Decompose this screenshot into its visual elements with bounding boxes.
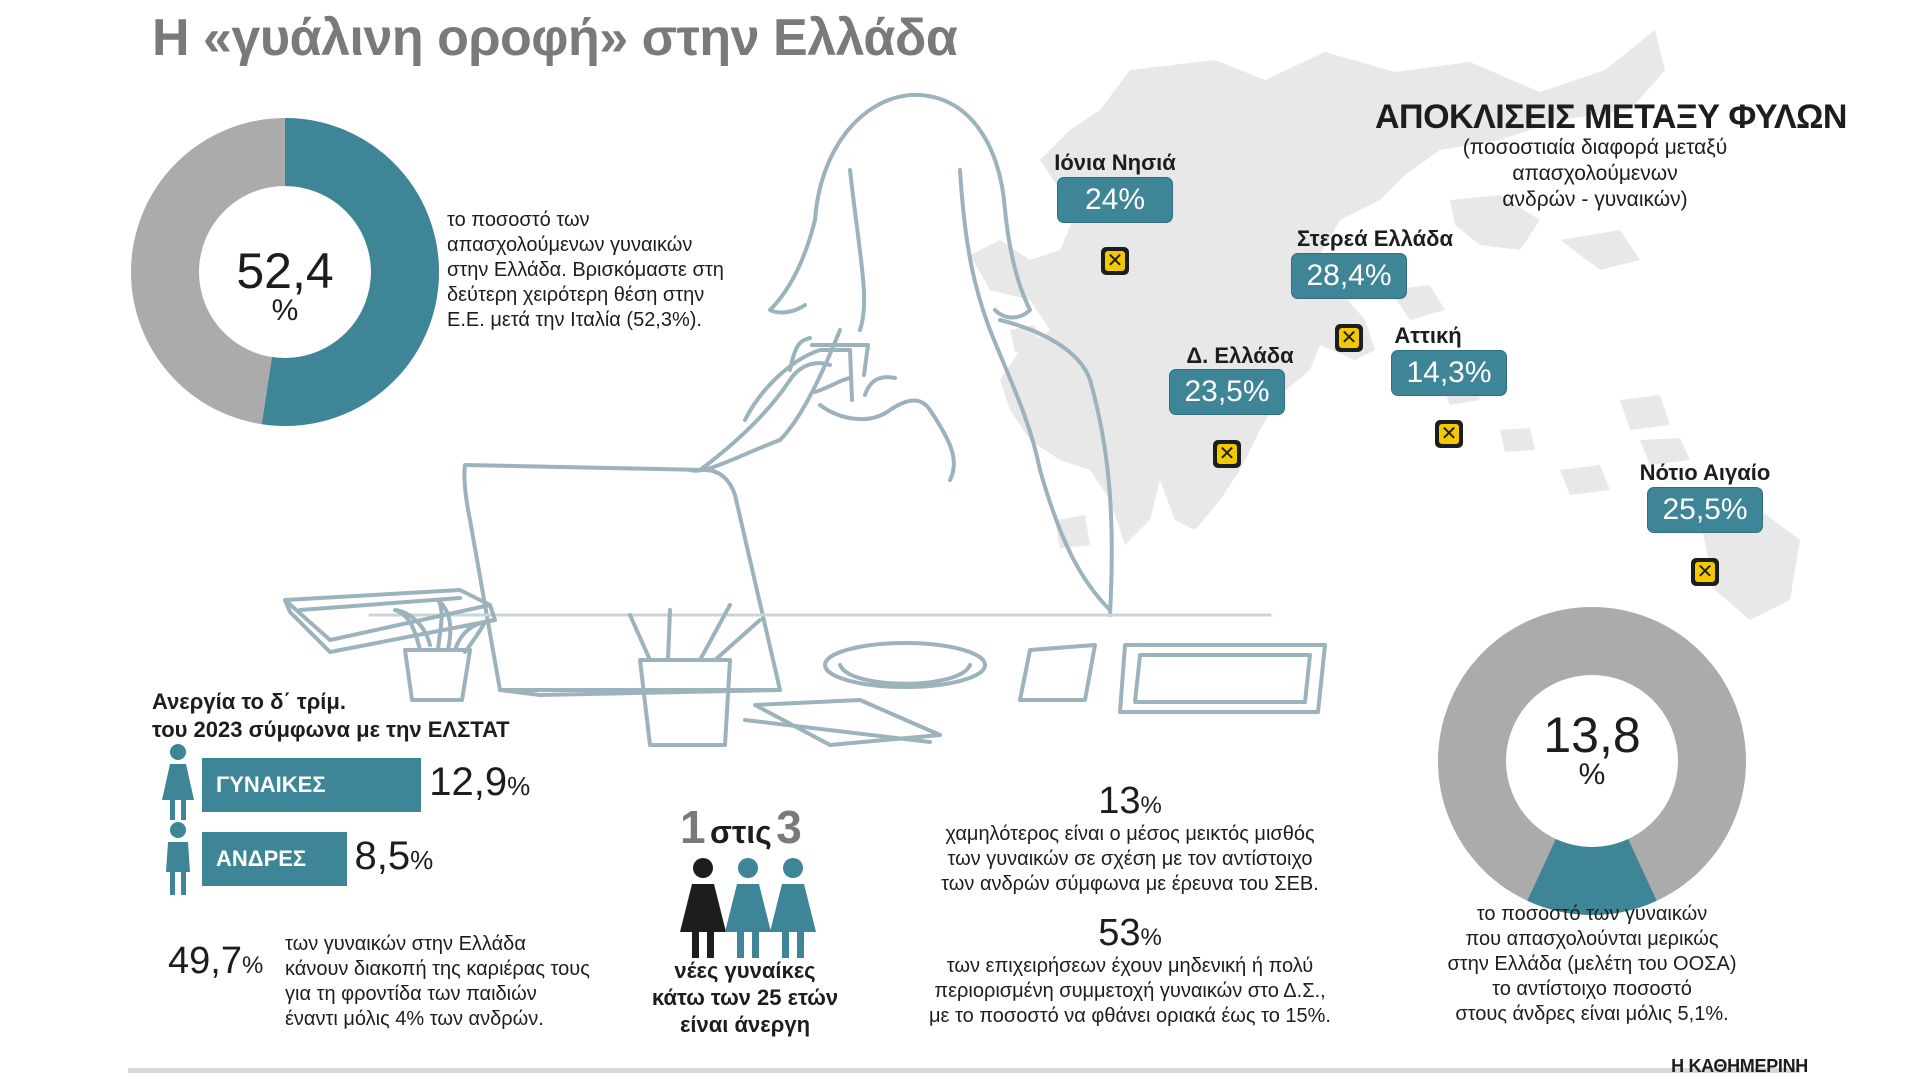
map-subtitle: (ποσοστιαία διαφορά μεταξύ απασχολούμενω… <box>1462 136 1728 211</box>
employment-value: 52,4 <box>236 243 334 299</box>
footer-divider <box>128 1068 1800 1073</box>
parttime-donut <box>1438 607 1746 915</box>
employment-donut <box>131 118 439 426</box>
employment-donut-slice <box>261 118 439 426</box>
women-unemployment-bar: ΓΥΝΑΙΚΕΣ <box>202 758 422 812</box>
young-unemployment-text: νέες γυναίκες κάτω των 25 ετών είναι άνε… <box>651 958 839 1037</box>
women-bar-label: ΓΥΝΑΙΚΕΣ <box>216 772 326 797</box>
region-west-pin-icon: ✕ <box>1213 440 1241 468</box>
salary-gap-text: χαμηλότερος είναι ο μέσος μεικτός μισθός… <box>941 823 1319 895</box>
region-attica-pin-icon: ✕ <box>1435 420 1463 448</box>
one-in-three: 1 στις 3 <box>680 800 802 854</box>
parttime-donut-slice <box>1527 838 1657 915</box>
one-in-three-num2: 3 <box>776 801 802 853</box>
map-title: ΑΠΟΚΛΙΣΕΙΣ ΜΕΤΑΞΥ ΦΥΛΩΝ <box>1375 98 1847 136</box>
men-bar-label: ΑΝΔΡΕΣ <box>216 846 307 871</box>
boards-value: 53% <box>1098 912 1162 954</box>
woman-icon <box>162 744 194 820</box>
region-ionian-pin-icon: ✕ <box>1101 247 1129 275</box>
one-in-three-num1: 1 <box>680 801 706 853</box>
men-unemployment-value: 8,5% <box>354 834 434 878</box>
region-sterea-label: Στερεά Ελλάδα <box>1296 226 1454 251</box>
region-sterea-value: 28,4% <box>1292 254 1406 298</box>
region-ionian-value: 24% <box>1058 178 1172 222</box>
region-west-label: Δ. Ελλάδα <box>1186 343 1294 368</box>
career-break-value: 49,7% <box>168 940 264 982</box>
region-ionian-label: Ιόνια Νησιά <box>1054 150 1176 175</box>
parttime-donut-label: 13,8 % <box>1512 710 1672 790</box>
man-icon <box>166 822 190 895</box>
region-sterea-pin-icon: ✕ <box>1335 324 1363 352</box>
region-west-value: 23,5% <box>1170 370 1284 414</box>
parttime-text: το ποσοστό των γυναικών που απασχολούντα… <box>1447 903 1737 1025</box>
parttime-value: 13,8 <box>1543 707 1641 763</box>
employment-unit: % <box>271 294 299 327</box>
region-attica-value: 14,3% <box>1392 351 1506 395</box>
women-unemployment-value: 12,9% <box>429 760 531 804</box>
woman-at-desk-drawing <box>283 92 1327 747</box>
men-unemployment-bar: ΑΝΔΡΕΣ <box>202 832 347 886</box>
unemployment-title: Ανεργία το δ΄ τρίμ. του 2023 σύμφωνα με … <box>152 689 510 742</box>
one-in-three-word: στις <box>710 814 772 850</box>
region-attica-label: Αττική <box>1394 323 1462 348</box>
employment-donut-label: 52,4 % <box>205 246 365 326</box>
teal-woman-icon-1 <box>725 858 771 958</box>
region-south-aegean-pin-icon: ✕ <box>1691 558 1719 586</box>
salary-gap-value: 13% <box>1098 780 1162 822</box>
career-break-text: των γυναικών στην Ελλάδα κάνουν διακοπή … <box>285 933 590 1030</box>
black-woman-icon <box>680 858 726 958</box>
boards-text: των επιχειρήσεων έχουν μηδενική ή πολύ π… <box>928 955 1331 1027</box>
parttime-unit: % <box>1578 758 1606 791</box>
employment-text: το ποσοστό των απασχολούμενων γυναικών σ… <box>447 209 724 331</box>
region-south-aegean-label: Νότιο Αιγαίο <box>1639 460 1771 485</box>
region-south-aegean-value: 25,5% <box>1648 488 1762 532</box>
page-title: Η «γυάλινη οροφή» στην Ελλάδα <box>152 9 958 67</box>
teal-woman-icon-2 <box>770 858 816 958</box>
source-credit: Η ΚΑΘΗΜΕΡΙΝΗ <box>1671 1056 1808 1076</box>
